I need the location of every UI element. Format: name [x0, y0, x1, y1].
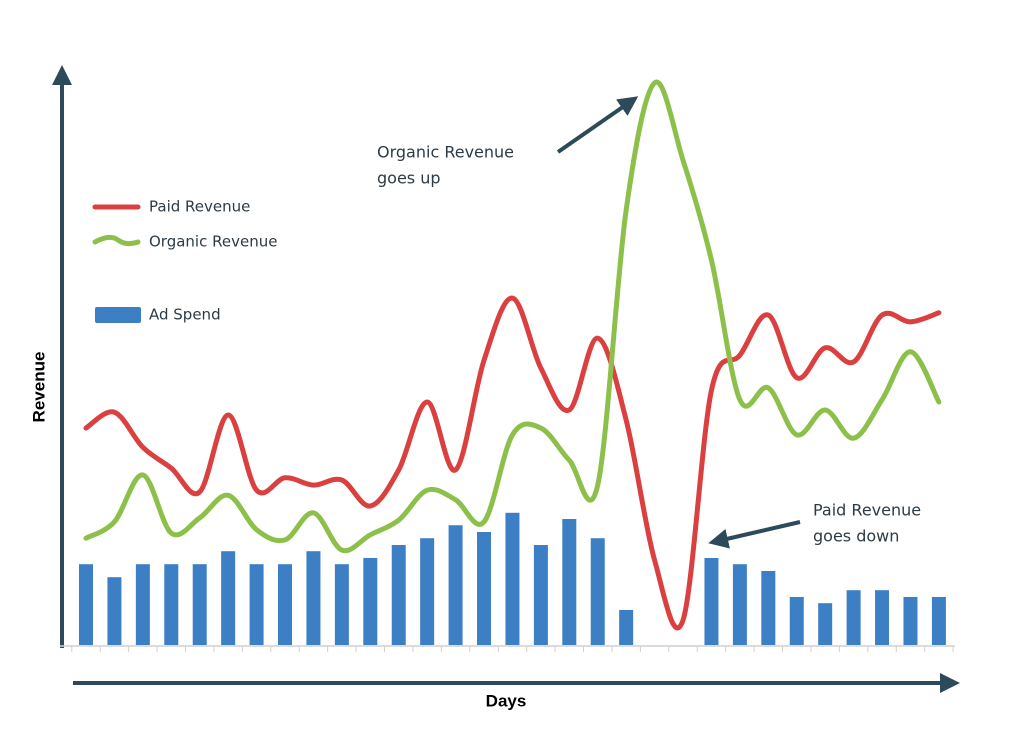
legend-label: Paid Revenue	[149, 198, 250, 216]
bar	[192, 564, 207, 645]
bar	[590, 538, 605, 645]
y-axis-label: Revenue	[29, 352, 48, 423]
bar	[846, 590, 861, 645]
bar	[732, 564, 747, 645]
bar	[704, 557, 719, 645]
bar	[619, 609, 634, 645]
line	[83, 295, 942, 631]
bar	[448, 525, 463, 645]
bar	[533, 544, 548, 645]
line	[83, 79, 942, 554]
bar	[818, 603, 833, 645]
bar	[164, 564, 179, 645]
annotation: goes up	[377, 169, 441, 188]
bar	[391, 544, 406, 645]
legend-label: Ad Spend	[149, 306, 221, 324]
bar	[420, 538, 435, 645]
bar	[761, 570, 776, 645]
bar	[135, 564, 150, 645]
annotation: Paid Revenue	[813, 501, 921, 520]
bar	[107, 577, 122, 645]
bar	[249, 564, 264, 645]
bar	[221, 551, 236, 645]
bar	[903, 596, 918, 645]
bar	[477, 532, 492, 645]
annotation-arrow	[708, 520, 801, 549]
legend-swatch	[95, 307, 141, 323]
annotation: Organic Revenue	[377, 143, 514, 162]
bar	[562, 519, 577, 645]
bar	[278, 564, 293, 645]
bar	[505, 512, 520, 645]
bar	[79, 564, 93, 645]
annotation: goes down	[813, 527, 899, 546]
bar	[931, 596, 946, 645]
bar	[334, 564, 349, 645]
bar	[363, 557, 378, 645]
x-axis-label: Days	[486, 691, 527, 710]
legend-swatch	[92, 234, 141, 247]
annotation-arrow	[556, 96, 639, 154]
legend-label: Organic Revenue	[149, 233, 277, 251]
bar	[306, 551, 321, 645]
bar	[789, 596, 804, 645]
bar	[875, 590, 890, 645]
